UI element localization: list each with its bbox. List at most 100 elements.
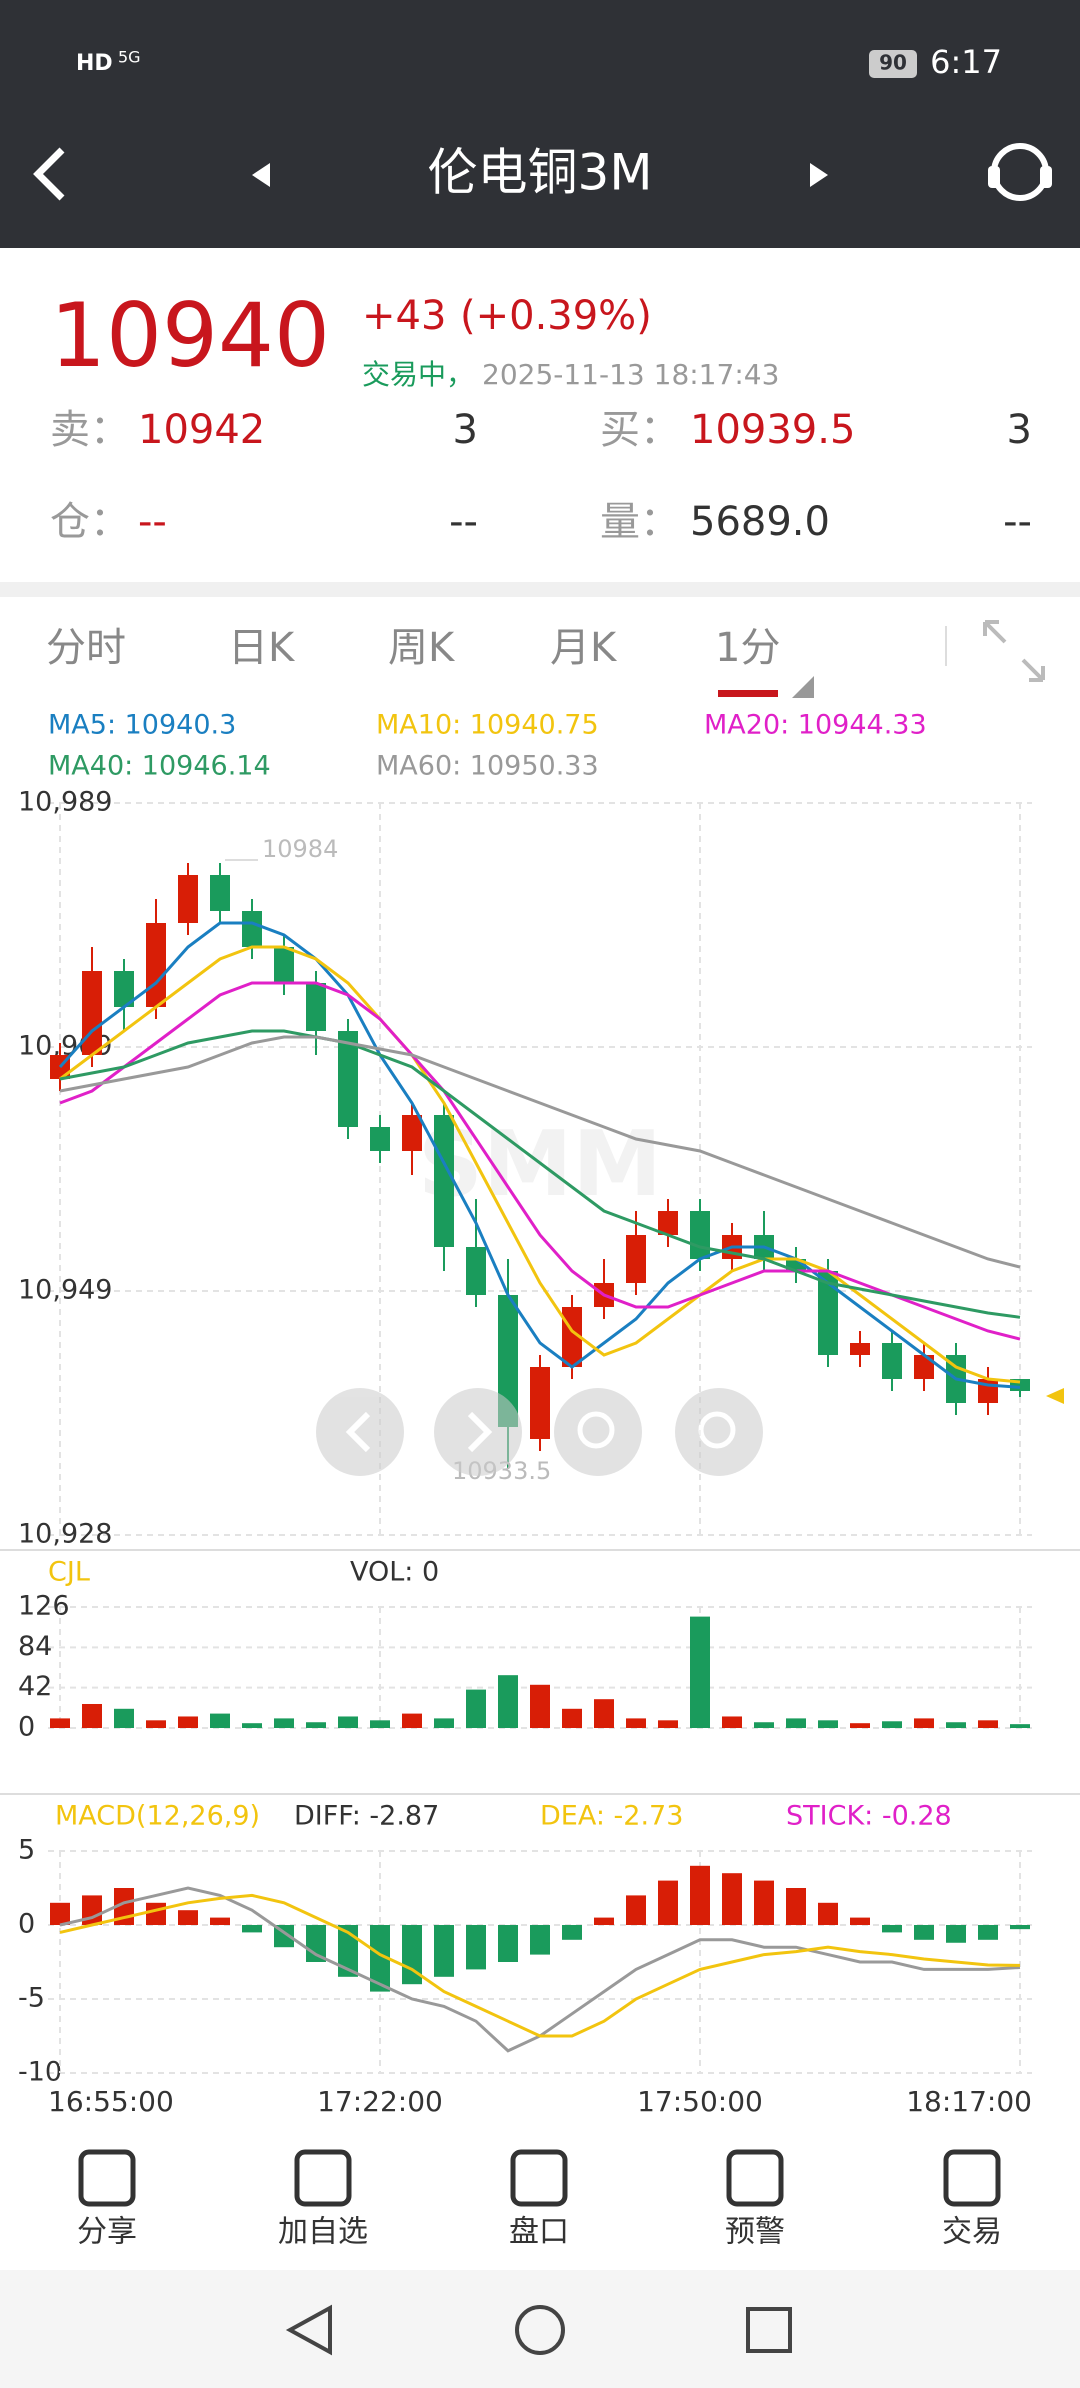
volume-bar <box>114 1708 134 1728</box>
macd-bar <box>466 1925 486 1970</box>
line <box>59 1029 1021 1319</box>
last-price: 10940 <box>50 284 330 387</box>
timestamp: 2025-11-13 18:17:43 <box>482 358 779 391</box>
scroll-left-button[interactable] <box>316 1388 404 1476</box>
line <box>59 1035 1021 1269</box>
candle-body <box>434 1115 454 1247</box>
nav-home[interactable] <box>515 2305 565 2355</box>
quote-cell: 卖： <box>50 407 130 453</box>
macd-bar <box>50 1902 70 1925</box>
macd-bar <box>786 1888 806 1925</box>
price-pointer <box>1046 1388 1064 1404</box>
macd-bar <box>530 1925 550 1955</box>
legend-entry: STICK: -0.28 <box>786 1801 952 1832</box>
candle-body <box>530 1367 550 1439</box>
y-tick-label: 126 <box>18 1591 70 1622</box>
quote-cell: 仓： <box>50 499 130 545</box>
back-button[interactable] <box>33 147 65 201</box>
volume-bar <box>210 1713 230 1728</box>
macd-bar <box>722 1873 742 1925</box>
signal-icon: 5G <box>118 48 141 67</box>
candle-body <box>914 1355 934 1379</box>
quote-cell: -- <box>1003 499 1032 545</box>
toolbar-label[interactable]: 预警 <box>725 2215 785 2250</box>
panel-subtitle: VOL: 0 <box>350 1557 439 1588</box>
volume-bar <box>434 1718 454 1728</box>
nav-recent[interactable] <box>746 2307 792 2353</box>
quote-cell: 买： <box>600 407 680 453</box>
fullscreen-button[interactable] <box>983 620 1045 682</box>
volume-bar <box>466 1689 486 1728</box>
toolbar-icon <box>78 2149 136 2207</box>
service-button[interactable] <box>988 143 1052 201</box>
y-tick-label: 5 <box>18 1835 35 1866</box>
arrow-icons <box>345 1411 493 1453</box>
tab[interactable]: 周K <box>388 625 456 671</box>
y-tick-label: 10,928 <box>18 1519 112 1550</box>
macd-bar <box>178 1910 198 1925</box>
y-tick-label: 42 <box>18 1671 52 1702</box>
volume-bar <box>498 1675 518 1728</box>
candle-body <box>626 1235 646 1283</box>
quote-cell: 10942 <box>138 407 265 453</box>
y-tick-label: -5 <box>18 1983 45 2014</box>
candle-body <box>274 947 294 983</box>
line <box>58 921 1021 1389</box>
macd-bar <box>690 1865 710 1925</box>
macd-bar <box>210 1917 230 1925</box>
macd-bar <box>978 1925 998 1940</box>
tab[interactable]: 分时 <box>46 625 126 671</box>
toolbar-label[interactable]: 加自选 <box>278 2215 368 2250</box>
toolbar-label[interactable]: 盘口 <box>509 2215 569 2250</box>
x-tick-label: 17:22:00 <box>317 2085 443 2118</box>
quote-cell: 量： <box>600 499 680 545</box>
line <box>59 981 1021 1341</box>
y-tick-label: 84 <box>18 1631 52 1662</box>
zoom-out-button[interactable] <box>675 1388 763 1476</box>
tab[interactable]: 1分 <box>715 625 780 671</box>
candle-body <box>146 923 166 1007</box>
scroll-right-button[interactable] <box>434 1388 522 1476</box>
line <box>59 1886 1021 2053</box>
y-tick-label: -10 <box>18 2057 62 2088</box>
volume-bar <box>530 1684 550 1728</box>
panel-title: CJL <box>48 1557 90 1588</box>
nav-back[interactable] <box>285 2304 332 2356</box>
line <box>59 945 1021 1384</box>
candle-body <box>370 1127 390 1151</box>
zoom-in-button[interactable] <box>554 1388 642 1476</box>
candle-body <box>114 971 134 1007</box>
candle-body <box>338 1031 358 1127</box>
next-button[interactable] <box>810 163 828 187</box>
zoom-icon <box>698 1411 736 1449</box>
candle-body <box>466 1247 486 1295</box>
separator <box>0 582 1080 597</box>
candle-body <box>306 983 326 1031</box>
macd-bar <box>242 1925 262 1933</box>
tab-dropdown[interactable] <box>792 676 814 698</box>
toolbar-label[interactable]: 交易 <box>942 2215 1002 2250</box>
x-tick-label: 17:50:00 <box>637 2085 763 2118</box>
panel-title: MACD(12,26,9) <box>55 1801 260 1832</box>
zoom-icon <box>577 1411 615 1449</box>
quote-cell: -- <box>449 499 478 545</box>
macd-bar <box>658 1880 678 1925</box>
candle-body <box>242 911 262 947</box>
legend-entry: DIFF: -2.87 <box>294 1801 439 1832</box>
prev-button[interactable] <box>252 163 270 187</box>
y-tick-label: 10,949 <box>18 1275 112 1306</box>
candle-body <box>402 1115 422 1151</box>
volume-bar <box>722 1716 742 1728</box>
macd-bar <box>626 1895 646 1925</box>
x-tick-label: 16:55:00 <box>48 2085 174 2118</box>
toolbar-label[interactable]: 分享 <box>77 2215 137 2250</box>
tab[interactable]: 日K <box>228 625 296 671</box>
macd-bar <box>402 1925 422 1985</box>
macd-bar <box>370 1925 390 1992</box>
candle-body <box>658 1211 678 1235</box>
quote-cell: 10939.5 <box>690 407 855 453</box>
volume-bar <box>690 1616 710 1728</box>
volume-bar <box>594 1699 614 1728</box>
tab[interactable]: 月K <box>550 625 618 671</box>
volume-bar <box>818 1720 838 1728</box>
